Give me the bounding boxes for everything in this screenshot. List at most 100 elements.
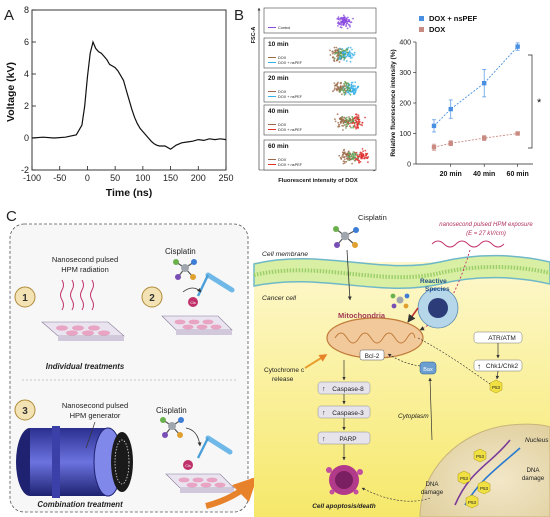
- flow-event-dot: [348, 50, 351, 52]
- flow-event-dot: [346, 152, 348, 155]
- fluor-y-tick-label: 0: [407, 162, 411, 169]
- dna-strand-1: [454, 439, 511, 506]
- flow-row-title: 40 min: [268, 108, 289, 115]
- p53-to-bax-arrow: [428, 377, 433, 441]
- flow-event-dot: [346, 89, 349, 92]
- flow-event-dot: [338, 57, 341, 59]
- voltage-x-tick-label: 150: [163, 173, 178, 183]
- flow-event-dot: [354, 85, 356, 88]
- flow-event-dot: [332, 90, 334, 93]
- flow-event-dot: [335, 46, 338, 49]
- flow-event-dot: [361, 157, 364, 160]
- flow-event-dot: [337, 87, 340, 90]
- flow-event-dot: [342, 125, 345, 127]
- voltage-y-tick-label: 0: [24, 133, 29, 143]
- p53-label-4: P53: [468, 500, 477, 505]
- combination-treatment-label: Combination treatment: [37, 500, 123, 509]
- fluor-series-line: [433, 133, 518, 148]
- voltage-x-tick-label: -50: [53, 173, 66, 183]
- reactive-species-label-1: Reactive: [420, 278, 447, 285]
- flow-event-dot: [334, 49, 336, 52]
- voltage-y-tick-label: 2: [24, 101, 29, 111]
- pipette-top: [182, 272, 235, 297]
- flow-event-dot: [334, 53, 336, 55]
- parp-up-arrow: ↑: [322, 436, 326, 443]
- fluor-x-tick-label: 20 min: [440, 171, 462, 178]
- fluor-y-ticks: 0 100 200 300 400: [399, 40, 416, 169]
- flow-event-dot: [339, 85, 342, 88]
- flow-event-dot: [339, 121, 342, 124]
- legend-marker-dox: [419, 27, 424, 32]
- flow-event-dot: [366, 152, 369, 155]
- flow-event-dot: [343, 49, 346, 52]
- legend-label-dox: DOX: [429, 25, 445, 34]
- flow-event-dot: [349, 46, 352, 49]
- flow-event-dot: [344, 151, 346, 154]
- caspase8-label: Caspase-8: [332, 386, 364, 393]
- flow-event-dot: [340, 48, 343, 51]
- flow-event-dot: [344, 117, 347, 120]
- fluor-x-tick-label: 60 min: [507, 171, 529, 178]
- flow-event-dot: [342, 129, 344, 131]
- flow-event-dot: [346, 155, 349, 158]
- flow-event-dot: [344, 49, 347, 52]
- flow-event-dot: [351, 48, 353, 51]
- flow-event-dot: [333, 46, 336, 49]
- flow-event-dot: [364, 156, 367, 159]
- flow-event-dot: [340, 17, 342, 20]
- flow-event-dot: [340, 54, 342, 57]
- flow-event-dot: [337, 121, 340, 124]
- flow-event-dot: [354, 113, 357, 116]
- cytochrome-arrow: [304, 354, 328, 369]
- flow-event-dot: [349, 53, 351, 56]
- flow-event-dot: [337, 124, 340, 126]
- caspase8-up-arrow: ↑: [322, 386, 326, 393]
- cell-membrane: [253, 254, 550, 290]
- flow-event-dot: [337, 25, 339, 27]
- ros-to-mito-arrow: [407, 307, 419, 323]
- flow-event-dot: [349, 60, 352, 63]
- flow-event-dot: [348, 154, 351, 157]
- flow-event-dot: [348, 55, 350, 58]
- mitochondria-label: Mitochondria: [338, 311, 386, 320]
- flow-event-dot: [342, 120, 345, 123]
- p53-label-1: P53: [476, 454, 485, 459]
- flow-event-dot: [348, 24, 351, 27]
- flow-event-dot: [350, 126, 352, 129]
- flow-event-dot: [346, 27, 349, 30]
- flow-event-dot: [341, 115, 344, 118]
- fluor-y-tick-label: 100: [399, 131, 411, 138]
- flow-event-dot: [364, 149, 367, 152]
- bcl2-label: Bcl-2: [365, 353, 380, 360]
- step-3-badge: [14, 399, 36, 421]
- voltage-x-ticks: -100 -50 0 50 100 150 200 250: [23, 166, 234, 183]
- flow-event-dot: [354, 126, 356, 128]
- flow-event-dot: [355, 120, 358, 123]
- cisplatin-label-cell: Cisplatin: [358, 213, 387, 222]
- flow-event-dot: [343, 162, 346, 164]
- flow-event-dot: [344, 91, 346, 94]
- flow-event-dot: [344, 80, 346, 83]
- flow-event-dot: [338, 23, 340, 26]
- flow-event-dot: [352, 158, 354, 161]
- flow-event-dot: [340, 24, 343, 26]
- flow-event-dot: [354, 121, 357, 124]
- flow-event-dot: [345, 25, 347, 28]
- flow-event-dot: [345, 127, 347, 129]
- flow-event-dot: [349, 117, 351, 120]
- flow-event-dot: [357, 117, 360, 120]
- step-2-number: 2: [149, 293, 155, 304]
- voltage-x-tick-label: 0: [85, 173, 90, 183]
- flow-event-dot: [343, 84, 346, 87]
- flow-event-dot: [357, 85, 360, 88]
- cisplatin-molecule-bottom: [160, 417, 184, 438]
- flow-event-dot: [344, 52, 347, 54]
- atr-label: ATR/ATM: [488, 335, 516, 342]
- flow-event-dot: [354, 91, 357, 93]
- flow-event-dot: [345, 85, 347, 88]
- bcl2-box: [359, 349, 385, 361]
- nucleus-label: Nucleus: [525, 437, 549, 444]
- flow-event-dot: [341, 89, 343, 91]
- flow-event-dot: [357, 157, 360, 160]
